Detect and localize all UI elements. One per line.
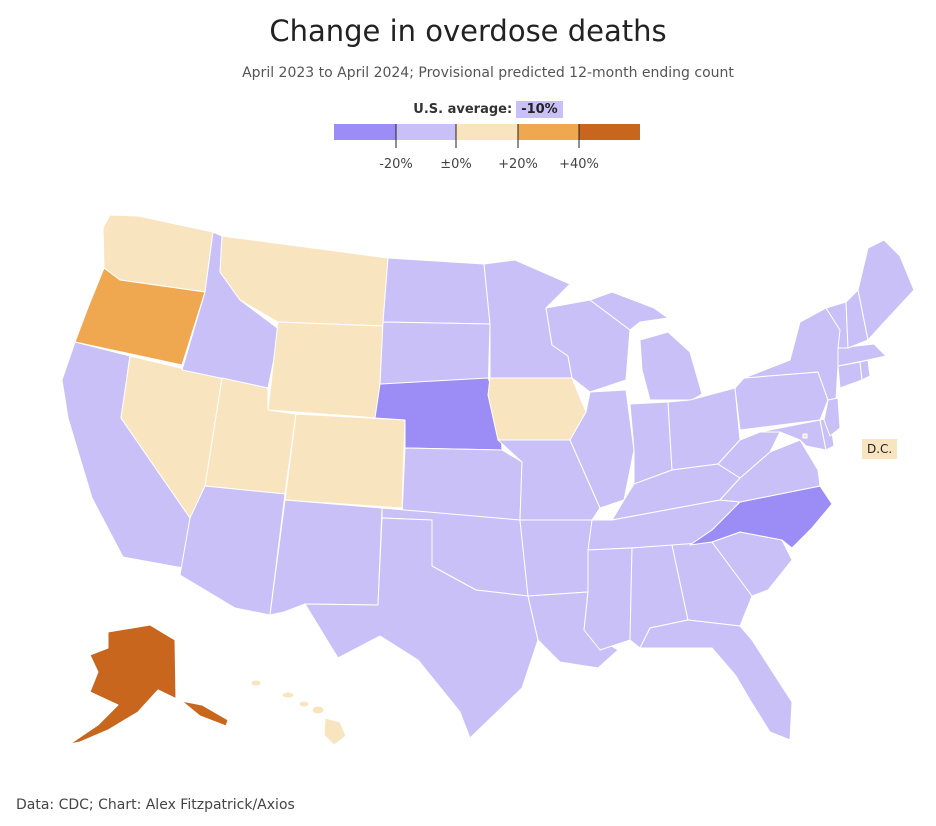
state-michigan [639,331,703,401]
state-michigan-upper [589,291,669,331]
source-note: Data: CDC; Chart: Alex Fitzpatrick/Axios [16,797,295,813]
state-florida [639,619,793,741]
state-colorado [284,413,406,509]
us-average-label: U.S. average: [413,102,513,117]
state-illinois [569,389,635,509]
state-north-carolina [689,485,833,549]
state-vermont [825,301,849,349]
us-average-value: -10% [516,101,563,118]
legend-tick-label-3: +40% [559,157,599,172]
legend-bin-3 [518,124,579,140]
dc-label: D.C. [862,439,898,459]
legend-tick-label-1: ±0% [440,157,472,172]
state-maine [857,239,915,341]
legend-tick-label-0: -20% [379,157,413,172]
us-average: U.S. average: -10% [0,101,936,118]
state-mississippi [583,547,633,651]
state-wyoming [267,321,384,419]
legend-bin-1 [396,124,456,140]
state-connecticut [837,361,863,389]
state-alaska [69,624,229,745]
state-hawaii [250,679,347,746]
state-dc [802,433,808,439]
legend: -20% ±0% +20% +40% [334,124,640,172]
state-oregon [74,267,206,366]
chart-subtitle: April 2023 to April 2024; Provisional pr… [242,65,734,81]
legend-bin-0 [334,124,396,140]
states [61,214,915,746]
state-texas [304,517,539,739]
state-new-mexico [269,499,383,616]
state-arkansas [519,519,593,597]
state-new-jersey [823,397,841,437]
state-massachusetts [837,343,887,367]
state-indiana [629,401,673,485]
legend-bin-2 [456,124,518,140]
legend-bin-4 [579,124,640,140]
state-rhode-island [859,359,871,381]
state-kansas [401,447,523,521]
chart-title: Change in overdose deaths [269,14,667,48]
legend-tick-label-2: +20% [498,157,538,172]
state-north-dakota [382,257,491,325]
state-iowa [487,377,587,441]
state-arizona [179,485,286,616]
